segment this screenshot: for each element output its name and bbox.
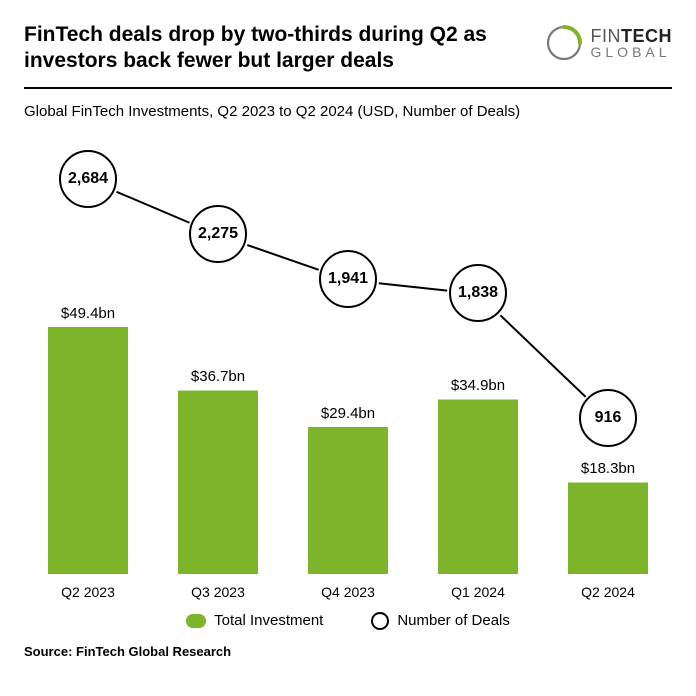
page-title: FinTech deals drop by two-thirds during … xyxy=(24,22,494,75)
logo: FINTECH GLOBAL xyxy=(545,24,673,62)
line-segment xyxy=(247,245,318,270)
bar-value-label: $34.9bn xyxy=(451,377,505,394)
page: FinTech deals drop by two-thirds during … xyxy=(0,0,696,696)
deal-count-bubble: 2,684 xyxy=(59,150,117,208)
bar xyxy=(568,482,648,574)
bar-value-label: $36.7bn xyxy=(191,368,245,385)
logo-fin: FIN xyxy=(591,26,622,46)
deal-count-bubble: 916 xyxy=(579,389,637,447)
bar xyxy=(48,327,128,574)
legend-label-line: Number of Deals xyxy=(397,612,510,629)
deal-count-bubble: 1,838 xyxy=(449,264,507,322)
x-axis-label: Q3 2023 xyxy=(191,584,245,600)
logo-ring-icon xyxy=(545,24,583,62)
source-text: Source: FinTech Global Research xyxy=(24,644,672,659)
bar-value-label: $49.4bn xyxy=(61,305,115,322)
x-axis-label: Q2 2023 xyxy=(61,584,115,600)
x-axis-label: Q1 2024 xyxy=(451,584,505,600)
chart: $49.4bn Q2 2023 $36.7bn Q3 2023 $29.4bn Q4 20… xyxy=(24,134,672,604)
chart-svg xyxy=(24,134,672,604)
bar-value-label: $18.3bn xyxy=(581,460,635,477)
logo-tech: TECH xyxy=(621,26,672,46)
bar xyxy=(178,390,258,574)
x-axis-label: Q4 2023 xyxy=(321,584,375,600)
header: FinTech deals drop by two-thirds during … xyxy=(24,22,672,75)
line-segment xyxy=(379,283,447,290)
header-rule xyxy=(24,87,672,89)
legend-item-line: Number of Deals xyxy=(371,612,510,630)
deal-count-bubble: 1,941 xyxy=(319,250,377,308)
deal-count-bubble: 2,275 xyxy=(189,205,247,263)
legend: Total Investment Number of Deals xyxy=(24,612,672,630)
legend-swatch-circle-icon xyxy=(371,612,389,630)
bar xyxy=(308,427,388,574)
chart-subtitle: Global FinTech Investments, Q2 2023 to Q… xyxy=(24,103,672,120)
logo-text: FINTECH GLOBAL xyxy=(591,27,673,59)
legend-item-bar: Total Investment xyxy=(186,612,323,629)
bar-value-label: $29.4bn xyxy=(321,405,375,422)
logo-line1: FINTECH xyxy=(591,27,673,45)
line-segment xyxy=(117,191,190,222)
bar xyxy=(438,399,518,574)
logo-line2: GLOBAL xyxy=(591,45,673,59)
line-segment xyxy=(500,315,585,397)
legend-swatch-bar-icon xyxy=(186,614,206,628)
legend-label-bar: Total Investment xyxy=(214,612,323,629)
x-axis-label: Q2 2024 xyxy=(581,584,635,600)
